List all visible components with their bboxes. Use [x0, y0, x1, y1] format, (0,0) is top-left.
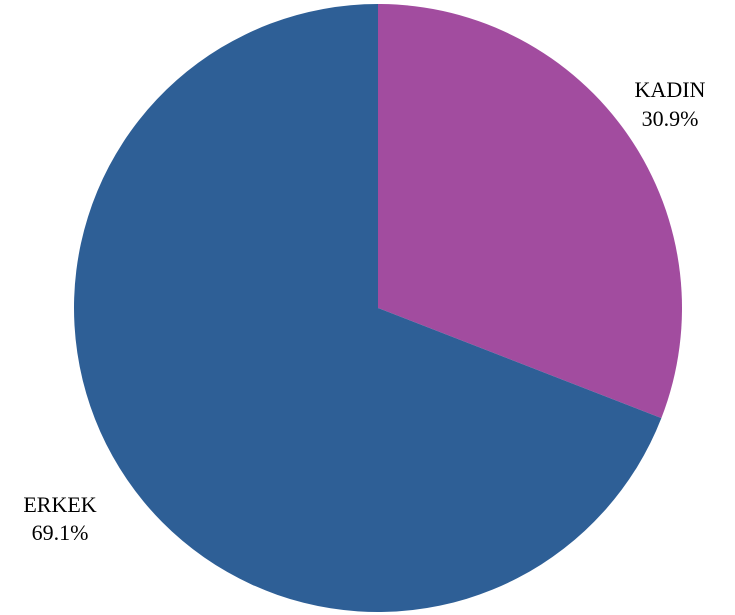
- pie-slices: [73, 4, 682, 612]
- pie-slice-kadin: [378, 4, 682, 419]
- slice-label-erkek: ERKEK: [23, 492, 96, 517]
- slice-value-label-erkek: 69.1%: [32, 520, 89, 545]
- slice-label-kadin: KADIN: [635, 77, 706, 102]
- pie-labels: KADIN 30.9% ERKEK 69.1%: [23, 77, 705, 545]
- slice-value-label-kadin: 30.9%: [642, 106, 699, 131]
- pie-slice-erkek: [73, 4, 662, 612]
